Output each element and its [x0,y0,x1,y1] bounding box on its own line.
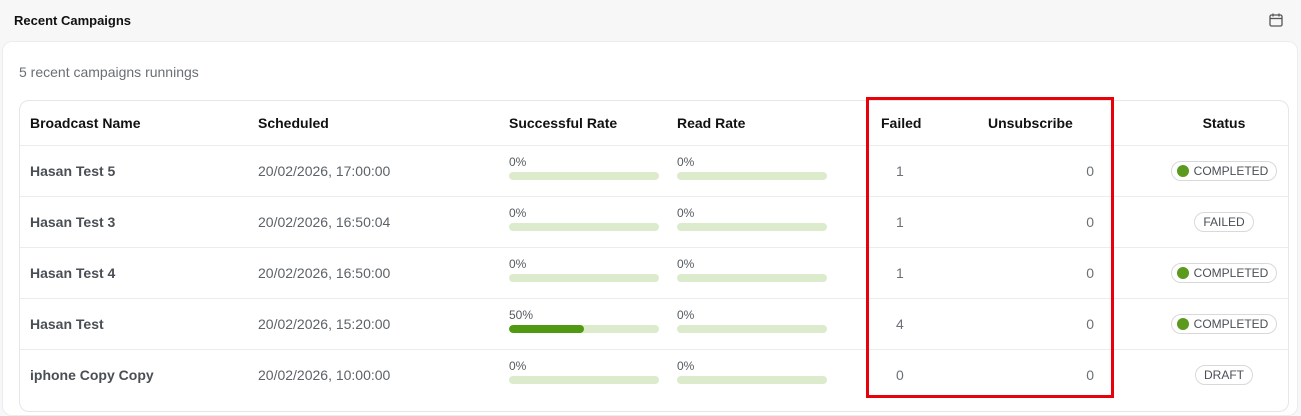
recent-campaigns-card: 5 recent campaigns runnings Broadcast Na… [2,41,1298,416]
table-header-row: Broadcast Name Scheduled Successful Rate… [20,101,1288,146]
status-badge: FAILED [1194,212,1254,232]
read-rate-label: 0% [677,154,695,169]
successful-rate-bar [509,324,659,333]
status-badge: COMPLETED [1170,314,1278,334]
broadcast-name-cell[interactable]: Hasan Test 4 [20,247,258,299]
scheduled-cell: 20/02/2026, 15:20:00 [258,298,509,350]
table-row[interactable]: iphone Copy Copy 20/02/2026, 10:00:00 0%… [20,350,1288,401]
status-dot-icon [1176,165,1189,177]
status-cell: COMPLETED [1128,247,1288,299]
read-rate-label: 0% [677,205,695,220]
column-header-broadcast-name[interactable]: Broadcast Name [20,101,258,146]
column-header-read-rate[interactable]: Read Rate [677,101,868,146]
broadcast-name-cell[interactable]: Hasan Test [20,298,258,350]
successful-rate-cell: 0% [509,145,677,197]
table-row[interactable]: Hasan Test 5 20/02/2026, 17:00:00 0% 0% … [20,145,1288,197]
failed-count-cell: 1 [868,145,981,197]
status-badge-label: COMPLETED [1193,317,1269,331]
successful-rate-cell: 0% [509,247,677,299]
column-header-status[interactable]: Status [1128,101,1288,146]
read-rate-bar [677,273,827,282]
table-row[interactable]: Hasan Test 4 20/02/2026, 16:50:00 0% 0% … [20,247,1288,299]
broadcast-name-cell[interactable]: iphone Copy Copy [30,367,154,383]
unsubscribe-count-cell: 0 [981,196,1128,248]
read-rate-cell: 0% [677,145,868,197]
read-rate-label: 0% [677,256,695,271]
status-badge-label: FAILED [1203,215,1245,229]
successful-rate-bar [509,375,659,384]
successful-rate-cell: 0% [509,196,677,248]
successful-rate-label: 0% [509,154,527,169]
successful-rate-label: 0% [509,358,527,373]
column-header-failed[interactable]: Failed [868,101,981,146]
status-cell: COMPLETED [1128,145,1288,197]
successful-rate-bar [509,222,659,231]
read-rate-label: 0% [677,307,695,322]
successful-rate-bar [509,273,659,282]
unsubscribe-count-cell: 0 [981,298,1128,350]
successful-rate-bar [509,171,659,180]
status-badge-label: DRAFT [1204,368,1244,382]
status-cell: FAILED [1128,196,1288,248]
calendar-icon[interactable] [1268,12,1284,28]
campaigns-table: Broadcast Name Scheduled Successful Rate… [20,101,1288,401]
failed-count-cell: 4 [868,298,981,350]
column-header-unsubscribe[interactable]: Unsubscribe [981,101,1128,146]
scheduled-cell: 20/02/2026, 10:00:00 [258,367,391,383]
status-cell: DRAFT [1128,350,1288,401]
campaigns-table-container: Broadcast Name Scheduled Successful Rate… [19,100,1289,412]
broadcast-name-cell[interactable]: Hasan Test 5 [20,145,258,197]
status-badge-label: COMPLETED [1193,164,1269,178]
status-badge: DRAFT [1195,365,1253,385]
successful-rate-label: 50% [509,307,534,322]
table-row[interactable]: Hasan Test 20/02/2026, 15:20:00 50% 0% 4… [20,298,1288,350]
failed-count-cell: 0 [896,367,904,383]
failed-count-cell: 1 [868,196,981,248]
read-rate-cell: 0% [677,350,868,401]
read-rate-label: 0% [677,358,695,373]
status-dot-icon [1176,318,1189,330]
read-rate-cell: 0% [677,247,868,299]
status-dot-icon [1176,267,1189,279]
campaigns-count-text: 5 recent campaigns runnings [19,64,199,80]
read-rate-cell: 0% [677,298,868,350]
status-cell: COMPLETED [1128,298,1288,350]
column-header-successful-rate[interactable]: Successful Rate [509,101,677,146]
failed-count-cell: 1 [868,247,981,299]
successful-rate-cell: 50% [509,298,677,350]
successful-rate-bar-fill [509,324,584,333]
successful-rate-label: 0% [509,205,527,220]
read-rate-cell: 0% [677,196,868,248]
unsubscribe-count-cell: 0 [981,247,1128,299]
read-rate-bar [677,324,827,333]
read-rate-bar [677,222,827,231]
card-header: Recent Campaigns [0,0,1301,40]
table-row[interactable]: Hasan Test 3 20/02/2026, 16:50:04 0% 0% … [20,196,1288,248]
successful-rate-cell: 0% [509,350,677,401]
read-rate-bar [677,171,827,180]
broadcast-name-cell[interactable]: Hasan Test 3 [20,196,258,248]
status-badge: COMPLETED [1170,263,1278,283]
scheduled-cell: 20/02/2026, 17:00:00 [258,145,509,197]
status-badge: COMPLETED [1170,161,1278,181]
scheduled-cell: 20/02/2026, 16:50:04 [258,196,509,248]
successful-rate-label: 0% [509,256,527,271]
scheduled-cell: 20/02/2026, 16:50:00 [258,247,509,299]
status-badge-label: COMPLETED [1193,266,1269,280]
unsubscribe-count-cell: 0 [1086,367,1094,383]
unsubscribe-count-cell: 0 [981,145,1128,197]
read-rate-bar [677,375,827,384]
card-title: Recent Campaigns [14,12,132,28]
column-header-scheduled[interactable]: Scheduled [258,101,509,146]
